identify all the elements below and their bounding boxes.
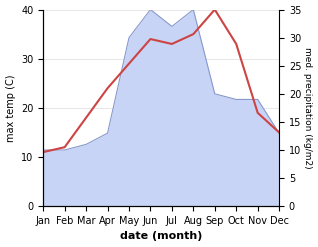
Y-axis label: med. precipitation (kg/m2): med. precipitation (kg/m2) [303, 47, 313, 169]
X-axis label: date (month): date (month) [120, 231, 202, 242]
Y-axis label: max temp (C): max temp (C) [5, 74, 16, 142]
